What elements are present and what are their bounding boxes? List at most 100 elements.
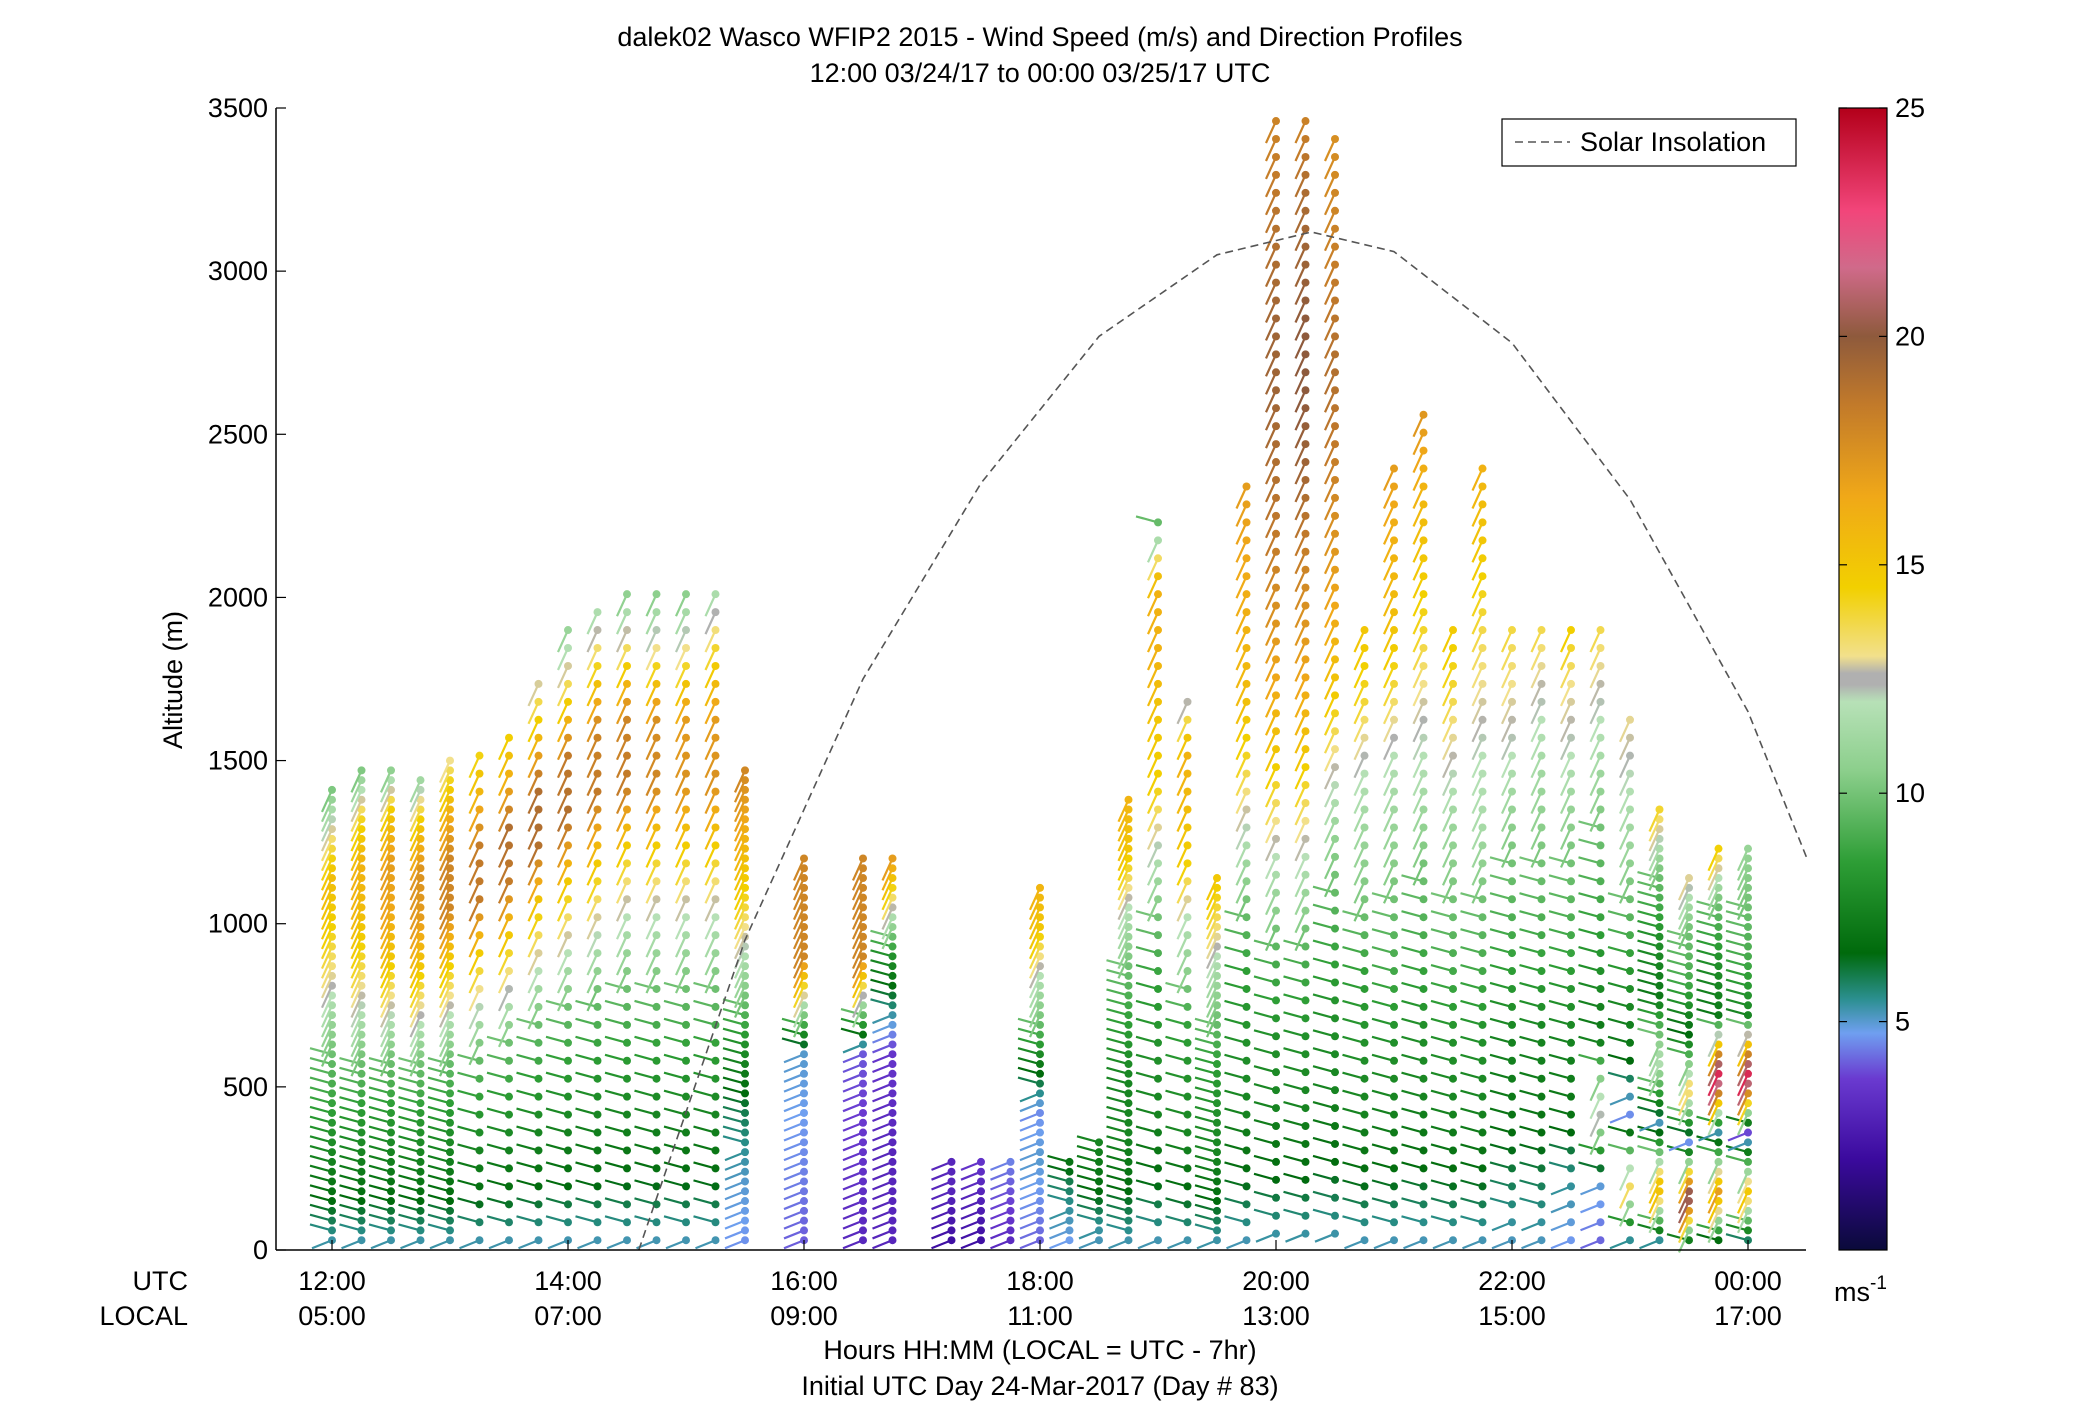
wind-barb-stem (1382, 844, 1396, 868)
wind-barb-dot (888, 942, 897, 951)
wind-barb-dot (593, 1236, 602, 1245)
wind-barb-dot (1213, 1206, 1221, 1215)
wind-barb-dot (387, 883, 395, 892)
wind-barb-stem (1353, 791, 1366, 815)
wind-barb-stem (704, 773, 717, 797)
wind-barb-dot (534, 877, 543, 886)
wind-barb-stem (379, 809, 393, 832)
wind-barb-dot (357, 1001, 366, 1010)
wind-barb-stem (1441, 629, 1455, 653)
wind-barb-dot (741, 1011, 749, 1020)
wind-barb-dot (475, 895, 484, 904)
wind-barb-stem (527, 755, 540, 779)
wind-barb-dot (1626, 1182, 1634, 1191)
wind-barb-dot (888, 1089, 897, 1098)
wind-barb-dot (593, 715, 602, 724)
wind-barb-dot (1685, 903, 1693, 912)
wind-barb-dot (564, 967, 572, 976)
wind-barb-dot (416, 1108, 425, 1117)
wind-barb-dot (1714, 991, 1723, 1000)
wind-barb-dot (1301, 637, 1310, 646)
wind-barb-dot (1213, 1197, 1221, 1206)
wind-barb-dot (888, 1011, 897, 1020)
wind-barb-stem (350, 1053, 363, 1077)
wind-barb-stem (1589, 1132, 1602, 1155)
wind-barb-dot (859, 1099, 867, 1108)
wind-barb-dot (593, 1218, 602, 1227)
wind-barb-dot (387, 1069, 395, 1078)
x-tick-label-local: 15:00 (1478, 1301, 1546, 1331)
wind-barb-stem (438, 995, 452, 1018)
wind-barb-dot (475, 823, 484, 832)
wind-barb-dot (1685, 1050, 1693, 1059)
wind-barb-stem (1146, 629, 1160, 653)
wind-barb-stem (409, 946, 422, 970)
wind-barb-dot (1036, 1177, 1044, 1186)
wind-barb-dot (1213, 1157, 1221, 1166)
wind-barb-stem (1707, 1200, 1720, 1224)
wind-barb-dot (1449, 1218, 1457, 1227)
wind-barb-dot (800, 1138, 808, 1147)
wind-barb-stem (556, 880, 570, 904)
wind-barb-stem (615, 611, 629, 635)
y-tick-label: 1000 (208, 909, 268, 939)
wind-barb-stem (1028, 906, 1042, 930)
wind-barb-stem (704, 683, 717, 707)
wind-barb-stem (379, 897, 393, 921)
wind-barb-dot (1213, 1011, 1221, 1020)
wind-barb-stem (409, 858, 422, 881)
wind-barb-dot (1419, 428, 1428, 437)
wind-barb-stem (1323, 748, 1337, 772)
wind-barb-stem (1235, 521, 1248, 545)
wind-barb-dot (1419, 644, 1428, 653)
wind-barb-stem (674, 665, 688, 689)
x-tick-label-local: 11:00 (1007, 1301, 1073, 1331)
wind-barb-dot (446, 971, 454, 980)
wind-barb-dot (1124, 1197, 1133, 1206)
wind-barb-dot (593, 859, 602, 868)
wind-barb-dot (1449, 913, 1457, 922)
wind-barb-stem (409, 916, 422, 940)
wind-barb-dot (682, 931, 690, 940)
wind-barb-stem (674, 970, 688, 994)
wind-barb-dot (1744, 1060, 1752, 1069)
wind-barb-stem (409, 1034, 422, 1058)
wind-barb-stem (438, 838, 452, 862)
wind-barb-stem (1471, 521, 1484, 545)
wind-barb-dot (328, 1020, 336, 1029)
wind-barb-dot (387, 815, 395, 824)
wind-barb-stem (527, 683, 540, 707)
wind-barb-dot (1655, 1118, 1664, 1127)
wind-barb-dot (1508, 697, 1516, 706)
wind-barb-dot (505, 984, 513, 993)
wind-barb-dot (1685, 1206, 1693, 1215)
wind-barb-dot (1272, 852, 1280, 861)
wind-barb-dot (1744, 854, 1752, 863)
wind-barb-dot (1714, 1108, 1723, 1117)
wind-barb-dot (357, 913, 366, 922)
wind-barb-stem (1589, 809, 1602, 832)
wind-barb-stem (438, 858, 452, 881)
wind-barb-dot (1331, 816, 1339, 825)
wind-barb-dot (1655, 1206, 1664, 1215)
wind-barb-dot (446, 991, 454, 1000)
wind-barb-dot (741, 1206, 749, 1215)
wind-barb-dot (1272, 888, 1280, 897)
wind-barb-dot (888, 1148, 897, 1157)
wind-barb-stem (1323, 282, 1337, 306)
wind-barb-dot (1272, 511, 1280, 520)
wind-barb-stem (1618, 755, 1632, 779)
wind-barb-stem (1471, 809, 1484, 832)
wind-barb-stem (1294, 641, 1307, 664)
wind-barb-dot (1567, 733, 1575, 742)
wind-barb-dot (1124, 1099, 1133, 1108)
wind-barb-dot (1744, 1099, 1752, 1108)
wind-barb-stem (350, 779, 363, 803)
wind-barb-dot (564, 877, 572, 886)
wind-barb-dot (1655, 805, 1664, 814)
wind-barb-stem (1264, 246, 1278, 270)
wind-barb-stem (1441, 809, 1455, 832)
wind-barb-dot (1390, 715, 1398, 724)
wind-barb-stem (1648, 828, 1661, 852)
wind-barb-dot (1449, 697, 1457, 706)
